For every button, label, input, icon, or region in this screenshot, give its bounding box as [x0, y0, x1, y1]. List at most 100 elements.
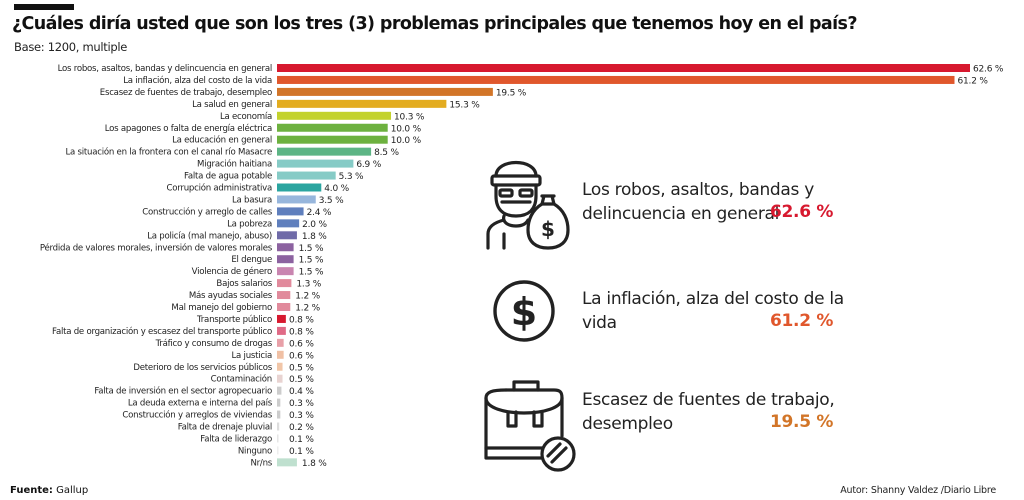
value-label: 0.1 % — [289, 435, 314, 445]
category-label: Construcción y arreglos de viviendas — [122, 410, 272, 421]
bar — [277, 410, 281, 419]
category-label: Tráfico y consumo de drogas — [155, 339, 273, 349]
category-label: Falta de organización y escasez del tran… — [52, 326, 272, 337]
category-label: Más ayudas sociales — [189, 291, 273, 301]
bar — [277, 362, 283, 371]
svg-text:$: $ — [511, 290, 537, 334]
category-label: Nr/ns — [250, 458, 272, 468]
value-label: 1.8 % — [302, 232, 327, 242]
value-label: 0.5 % — [289, 363, 314, 373]
bar — [277, 195, 316, 204]
category-label: Falta de inversión en el sector agropecu… — [94, 386, 272, 397]
category-label: Construcción y arreglo de calles — [142, 206, 273, 217]
value-label: 5.3 % — [339, 172, 364, 182]
bar — [277, 243, 294, 252]
category-label: Falta de drenaje pluvial — [178, 423, 272, 433]
bar — [277, 314, 286, 323]
author-credit: Autor: Shanny Valdez /Diario Libre — [840, 485, 996, 496]
category-label: Violencia de género — [192, 266, 272, 277]
value-label: 0.1 % — [289, 447, 314, 457]
category-label: La policía (mal manejo, abuso) — [147, 231, 272, 241]
value-label: 4.0 % — [324, 184, 349, 194]
source-label: Fuente: — [10, 485, 53, 496]
value-label: 8.5 % — [374, 148, 399, 158]
value-label: 1.8 % — [302, 459, 327, 469]
category-label: La deuda externa e interna del país — [128, 399, 273, 409]
value-label: 0.6 % — [289, 351, 314, 361]
bar — [277, 458, 297, 467]
value-label: 15.3 % — [449, 100, 480, 110]
value-label: 0.5 % — [289, 375, 314, 385]
value-label: 0.3 % — [289, 399, 314, 409]
bar — [277, 231, 297, 240]
category-label: Contaminación — [211, 374, 272, 385]
title-accent-bar — [14, 4, 74, 10]
value-label: 10.0 % — [391, 136, 422, 146]
value-label: 3.5 % — [319, 196, 344, 206]
category-label: Falta de liderazgo — [200, 434, 272, 444]
bar — [277, 279, 292, 288]
category-label: Los apagones o falta de energía eléctric… — [105, 123, 272, 134]
category-label: Los robos, asaltos, bandas y delincuenci… — [58, 64, 272, 74]
subtitle: Base: 1200, multiple — [14, 40, 128, 54]
category-label: Escasez de fuentes de trabajo, desempleo — [100, 88, 272, 98]
value-label: 61.2 % — [958, 76, 989, 86]
value-label: 2.4 % — [307, 208, 332, 218]
bar — [277, 374, 283, 383]
highlight-desempleo: Escasez de fuentes de trabajo, desempleo… — [482, 378, 882, 478]
bar — [277, 422, 280, 431]
bar — [277, 338, 284, 347]
value-label: 19.5 % — [496, 88, 527, 98]
highlight-value: 61.2 % — [770, 311, 834, 331]
value-label: 2.0 % — [302, 220, 327, 230]
value-label: 10.0 % — [391, 124, 422, 134]
bar — [277, 183, 322, 192]
value-label: 0.6 % — [289, 339, 314, 349]
source-note: Fuente: Gallup — [10, 485, 88, 496]
value-label: 0.4 % — [289, 387, 314, 397]
category-label: Falta de agua potable — [184, 172, 272, 182]
bar — [277, 398, 281, 407]
bar — [277, 111, 392, 120]
bar — [277, 350, 284, 359]
highlight-value: 62.6 % — [770, 202, 834, 222]
bar — [277, 219, 300, 228]
highlight-text: Escasez de fuentes de trabajo, desempleo — [582, 390, 835, 434]
bar — [277, 207, 304, 216]
value-label: 6.9 % — [356, 160, 381, 170]
bar — [277, 255, 294, 264]
thief-with-money-bag-icon: $ — [486, 161, 570, 250]
bar — [277, 87, 493, 96]
category-label: La situación en la frontera con el canal… — [66, 147, 272, 158]
bar — [277, 75, 955, 84]
bar — [277, 291, 291, 300]
bar — [277, 171, 336, 180]
bar — [277, 303, 291, 311]
value-label: 0.8 % — [289, 315, 314, 325]
value-label: 1.5 % — [299, 244, 324, 254]
category-label: Transporte público — [196, 315, 272, 325]
category-label: Deterioro de los servicios públicos — [133, 363, 272, 373]
value-label: 0.2 % — [289, 423, 314, 433]
category-label: La educación en general — [172, 135, 272, 146]
category-label: La economía — [220, 112, 272, 122]
category-label: La justicia — [232, 351, 272, 361]
bar — [277, 326, 286, 335]
value-label: 0.3 % — [289, 411, 314, 421]
category-label: Pérdida de valores morales, inversión de… — [40, 242, 273, 253]
value-label: 1.5 % — [299, 268, 324, 278]
value-label: 1.3 % — [296, 280, 321, 290]
value-label: 10.3 % — [394, 112, 425, 122]
highlight-robos: $ Los robos, asaltos, bandas y delincuen… — [482, 150, 882, 250]
highlight-text: Los robos, asaltos, bandas y delincuenci… — [582, 180, 814, 224]
bar — [277, 159, 354, 168]
category-label: La inflación, alza del costo de la vida — [123, 75, 272, 86]
value-label: 62.6 % — [973, 65, 1004, 75]
bar — [277, 147, 372, 156]
category-label: El dengue — [231, 255, 272, 265]
category-label: La basura — [232, 195, 272, 205]
briefcase-blocked-icon — [484, 380, 576, 472]
page-title: ¿Cuáles diría usted que son los tres (3)… — [12, 14, 858, 34]
category-label: Ninguno — [238, 446, 272, 456]
